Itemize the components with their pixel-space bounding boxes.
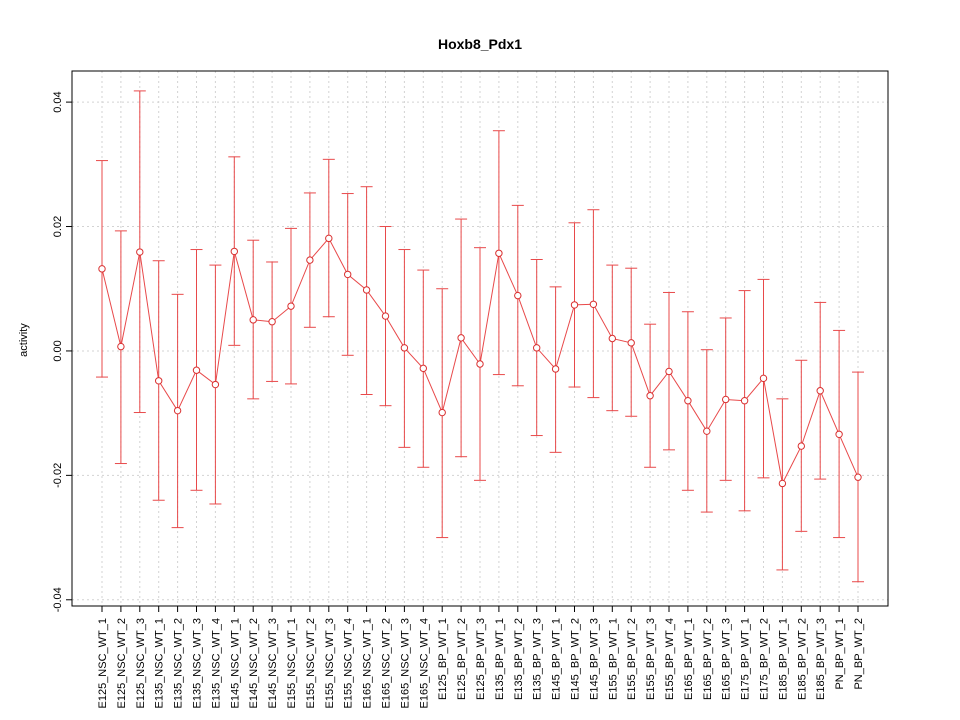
data-point [98, 265, 106, 273]
y-tick-label: 0.00 [52, 340, 64, 361]
x-tick-label: E135_NSC_WT_3 [192, 618, 204, 709]
y-tick-label: -0.02 [52, 463, 64, 488]
data-point [627, 339, 635, 347]
x-tick-label: PN_BP_WT_2 [853, 618, 865, 690]
x-tick-label: E145_BP_WT_3 [588, 618, 600, 700]
data-point [646, 392, 654, 400]
x-tick-label: E125_NSC_WT_2 [116, 618, 128, 709]
x-tick-label: E135_NSC_WT_2 [173, 618, 185, 709]
x-tick-label: E155_NSC_WT_3 [324, 618, 336, 709]
data-point [230, 247, 239, 256]
y-axis-label: activity [18, 323, 30, 357]
x-tick-label: PN_BP_WT_1 [834, 618, 846, 690]
data-point [117, 342, 125, 351]
data-point [816, 387, 824, 395]
x-tick-label: E155_BP_WT_2 [626, 618, 638, 700]
data-point [381, 312, 390, 320]
x-tick-label: E165_BP_WT_2 [702, 618, 714, 700]
x-tick-label: E145_BP_WT_2 [570, 618, 582, 700]
data-point [797, 442, 805, 450]
data-point [589, 300, 598, 308]
x-tick-label: E135_NSC_WT_4 [210, 618, 222, 709]
y-axis: -0.04 -0.02 0.00 0.02 0.04 [52, 91, 72, 612]
x-tick-label: E125_NSC_WT_3 [135, 618, 147, 709]
x-tick-label: E155_NSC_WT_4 [343, 618, 355, 709]
x-tick-label: E135_BP_WT_2 [513, 618, 525, 700]
chart-title: Hoxb8_Pdx1 [438, 36, 522, 52]
x-tick-label: E165_BP_WT_1 [683, 618, 695, 700]
x-tick-label: E175_BP_WT_1 [740, 618, 752, 700]
data-point [551, 365, 560, 373]
data-point [514, 291, 522, 300]
data-point [136, 248, 144, 256]
data-point [268, 318, 276, 326]
x-tick-label: E165_BP_WT_3 [721, 618, 733, 700]
y-tick-label: 0.04 [52, 91, 64, 112]
x-tick-label: E135_NSC_WT_1 [154, 618, 166, 709]
x-tick-label: E135_BP_WT_3 [532, 618, 544, 700]
data-point [533, 344, 541, 352]
x-tick-label: E125_BP_WT_1 [437, 618, 449, 700]
x-tick-label: E185_BP_WT_1 [777, 618, 789, 700]
data-point [155, 377, 163, 385]
y-tick-label: 0.02 [52, 216, 64, 237]
x-tick-label: E155_BP_WT_3 [645, 618, 657, 700]
data-point [211, 380, 220, 389]
x-tick-label: E125_NSC_WT_1 [97, 618, 109, 709]
x-tick-label: E145_NSC_WT_2 [248, 618, 260, 709]
x-tick-label: E125_BP_WT_3 [475, 618, 487, 700]
data-point [476, 360, 484, 368]
x-tick-label: E155_NSC_WT_1 [286, 618, 298, 709]
x-tick-label: E165_NSC_WT_3 [399, 618, 411, 709]
error-bars [96, 90, 864, 583]
data-point [192, 366, 201, 374]
data-point [722, 395, 730, 404]
data-point [854, 473, 862, 481]
data-point [287, 302, 295, 310]
data-point [684, 397, 692, 405]
x-tick-label: E145_NSC_WT_1 [229, 618, 241, 709]
data-point [495, 249, 503, 257]
data-point [438, 408, 446, 417]
x-tick-label: E165_NSC_WT_1 [362, 618, 374, 709]
x-tick-label: E155_BP_WT_4 [664, 618, 676, 700]
x-tick-label: E125_BP_WT_2 [456, 618, 468, 700]
data-point [703, 427, 711, 435]
data-point [570, 301, 579, 309]
x-tick-label: E155_BP_WT_1 [607, 618, 619, 700]
x-tick-label: E155_NSC_WT_2 [305, 618, 317, 709]
x-tick-label: E145_BP_WT_1 [551, 618, 563, 700]
x-axis: E125_NSC_WT_1 E125_NSC_WT_2 E125_NSC_WT_3 E… [97, 606, 865, 709]
data-point [740, 397, 749, 405]
data-point [759, 374, 768, 383]
data-point [325, 234, 333, 243]
data-point [400, 344, 409, 352]
x-tick-label: E165_NSC_WT_2 [381, 618, 393, 709]
data-point [665, 367, 673, 376]
data-point [608, 334, 616, 343]
x-tick-label: E185_BP_WT_3 [815, 618, 827, 700]
x-tick-label: E165_NSC_WT_4 [418, 618, 430, 709]
x-tick-label: E135_BP_WT_1 [494, 618, 506, 700]
x-tick-label: E175_BP_WT_2 [759, 618, 771, 700]
data-point [362, 286, 371, 294]
data-point [778, 479, 787, 488]
y-tick-label: -0.04 [52, 587, 64, 612]
data-points [98, 234, 862, 488]
data-point [306, 256, 314, 264]
x-tick-label: E185_BP_WT_2 [796, 618, 808, 700]
data-point [249, 316, 257, 324]
data-point [457, 334, 465, 342]
data-point [344, 270, 352, 279]
data-point [173, 406, 182, 415]
x-tick-label: E145_NSC_WT_3 [267, 618, 279, 709]
data-point [419, 364, 427, 373]
data-point [835, 430, 843, 439]
